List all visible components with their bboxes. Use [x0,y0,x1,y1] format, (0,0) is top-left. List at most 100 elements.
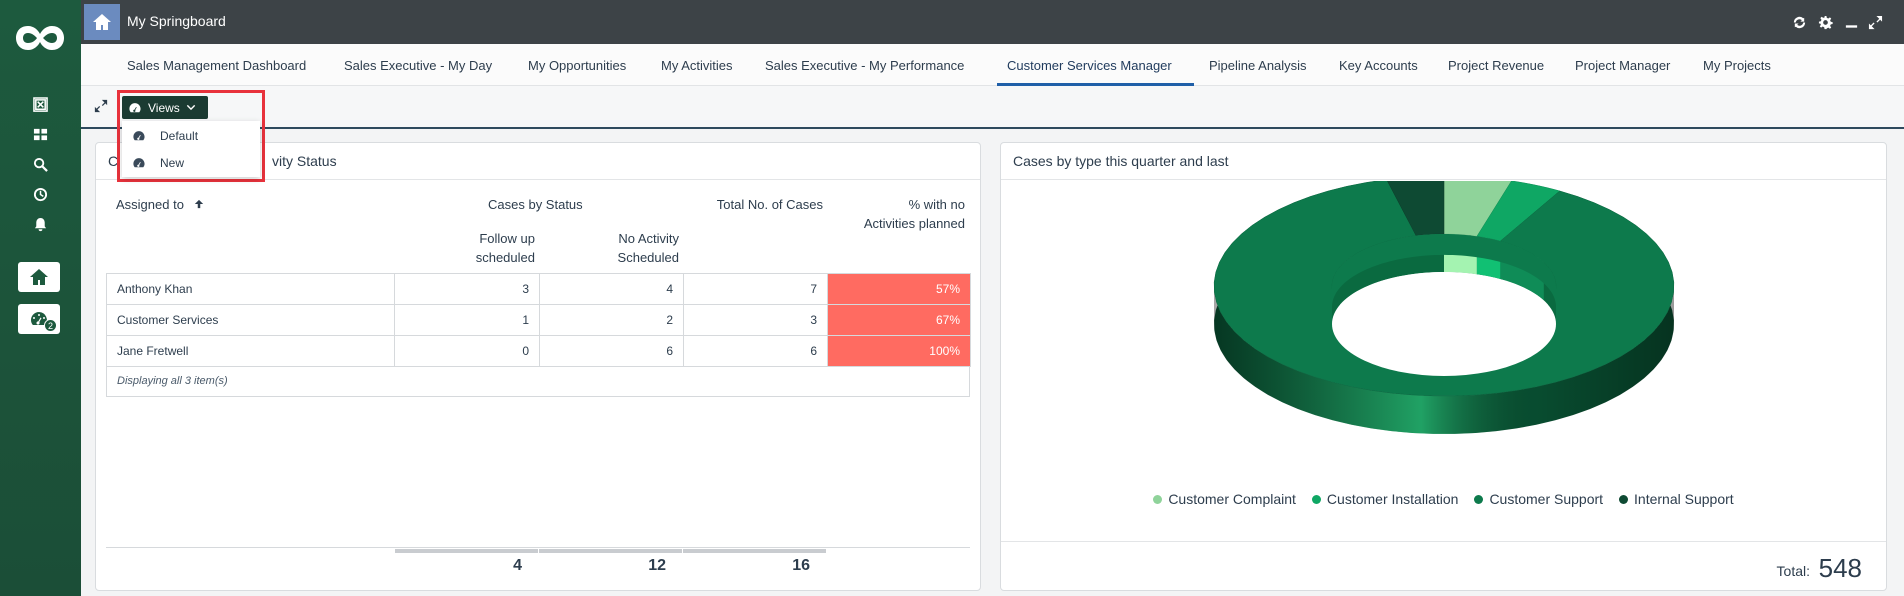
legend-label: Customer Installation [1326,491,1459,507]
springboard-home-button[interactable] [84,4,120,40]
chart-total-value: 548 [1818,553,1862,583]
panel-divider [96,179,980,180]
pct-cell: 57% [827,273,971,305]
tab-pipeline-analysis[interactable]: Pipeline Analysis [1209,58,1307,73]
pct-cell: 67% [827,304,971,336]
gear-icon[interactable] [1816,13,1834,31]
legend-swatch [1311,494,1321,504]
table-row[interactable]: Anthony Khan 3 4 7 57% [106,273,971,305]
legend-label: Customer Support [1489,491,1604,507]
grid-item-count: Displaying all 3 item(s) [106,366,970,397]
totals-bar [683,549,826,553]
records-icon[interactable] [30,94,50,114]
total-cases: 16 [792,557,810,574]
dashboard-button[interactable]: 2 [18,304,60,334]
no-activity-cell: 2 [539,304,684,336]
tab-sales-management-dashboard[interactable]: Sales Management Dashboard [127,58,307,73]
legend-item-customer-complaint[interactable]: Customer Complaint [1153,491,1296,507]
app-title: My Springboard [127,13,226,29]
history-icon[interactable] [30,184,50,204]
pct-cell: 100% [827,335,971,367]
assigned-to-header[interactable]: Assigned to [116,195,204,214]
dashboards-icon[interactable] [30,124,50,144]
total-follow-up: 4 [513,557,522,574]
views-menu-item-default[interactable]: Default [122,123,260,149]
legend-label: Customer Complaint [1168,491,1296,507]
legend-swatch [1153,494,1163,504]
donut-hole [1332,272,1556,376]
totals-divider [106,547,970,548]
total-cases-cell: 7 [683,273,828,305]
chart-total-label: Total: [1776,563,1810,579]
home-icon [93,14,111,30]
dashboard-gauge-icon [133,158,145,168]
refresh-icon[interactable] [1790,13,1808,31]
panel-title-tail: vity Status [272,153,337,169]
home-button[interactable] [18,262,60,292]
no-activity-cell: 4 [539,273,684,305]
donut-side-shine [1214,286,1674,434]
app-logo[interactable] [14,20,66,56]
views-menu-item-new[interactable]: New [122,150,260,176]
no-activity-cell: 6 [539,335,684,367]
assigned-to-cell: Jane Fretwell [106,335,395,367]
views-menu: Default New [122,121,260,177]
table-row[interactable]: Customer Services 1 2 3 67% [106,304,971,336]
tab-my-activities[interactable]: My Activities [661,58,733,73]
follow-up-cell: 1 [394,304,540,336]
donut-inner-rim [1332,234,1556,307]
chart-footer-divider [1001,541,1886,542]
assigned-to-cell: Anthony Khan [106,273,395,305]
active-tab-indicator [997,83,1194,86]
dashboard-gauge-icon [129,102,141,112]
total-cases-cell: 6 [683,335,828,367]
chart-legend: Customer Complaint Customer Installation C… [1001,491,1886,507]
totals-bar [395,549,538,553]
tab-sales-executive-my-day[interactable]: Sales Executive - My Day [344,58,493,73]
legend-swatch [1619,494,1629,504]
dashboard-gauge-icon [31,312,47,325]
total-cases-header[interactable]: Total No. of Cases [716,197,823,212]
panel-divider [1001,179,1886,180]
follow-up-cell: 3 [394,273,540,305]
top-bar: My Springboard [81,0,1904,44]
search-icon[interactable] [30,154,50,174]
dashboard-gauge-icon [133,131,145,141]
legend-item-customer-installation[interactable]: Customer Installation [1311,491,1459,507]
dashboard-tab-bar: Sales Management Dashboard Sales Executi… [81,44,1904,86]
table-row[interactable]: Jane Fretwell 0 6 6 100% [106,335,971,367]
fullscreen-icon[interactable] [1866,13,1884,31]
bell-icon[interactable] [30,214,50,234]
follow-up-header[interactable]: Follow up scheduled [475,231,535,265]
tab-key-accounts[interactable]: Key Accounts [1339,58,1418,73]
views-dropdown-button[interactable]: Views [122,96,208,119]
legend-item-internal-support[interactable]: Internal Support [1619,491,1734,507]
no-activity-header[interactable]: No Activity Scheduled [617,231,679,265]
home-icon [30,269,48,285]
minimize-icon[interactable] [1842,13,1860,31]
panel-title-start: C [108,153,119,169]
legend-item-customer-support[interactable]: Customer Support [1474,491,1603,507]
dashboard-count-badge: 2 [44,319,57,332]
views-toolbar [81,86,1904,129]
follow-up-cell: 0 [394,335,540,367]
tab-my-opportunities[interactable]: My Opportunities [528,58,627,73]
legend-label: Internal Support [1634,491,1734,507]
left-rail: 2 [0,0,81,596]
tab-project-revenue[interactable]: Project Revenue [1448,58,1545,73]
tab-customer-services-manager[interactable]: Customer Services Manager [1007,58,1172,73]
tab-my-projects[interactable]: My Projects [1703,58,1771,73]
expand-icon[interactable] [94,99,110,115]
tab-project-manager[interactable]: Project Manager [1575,58,1671,73]
pct-no-activities-header[interactable]: % with no Activities planned [863,197,965,231]
totals-bar [539,549,682,553]
cases-by-type-panel: Cases by type this quarter and last Cust… [1000,142,1887,591]
cases-by-type-chart [1213,181,1675,434]
legend-swatch [1474,494,1484,504]
tab-sales-executive-my-performance[interactable]: Sales Executive - My Performance [765,58,965,73]
activity-status-panel: C vity Status Assigned to Cases by Statu… [95,142,981,591]
menu-item-label: Default [160,129,199,143]
activity-status-table: Anthony Khan 3 4 7 57% Customer Services… [106,273,971,367]
cases-by-status-header: Cases by Status [488,197,583,212]
sort-ascending-icon [194,199,203,209]
